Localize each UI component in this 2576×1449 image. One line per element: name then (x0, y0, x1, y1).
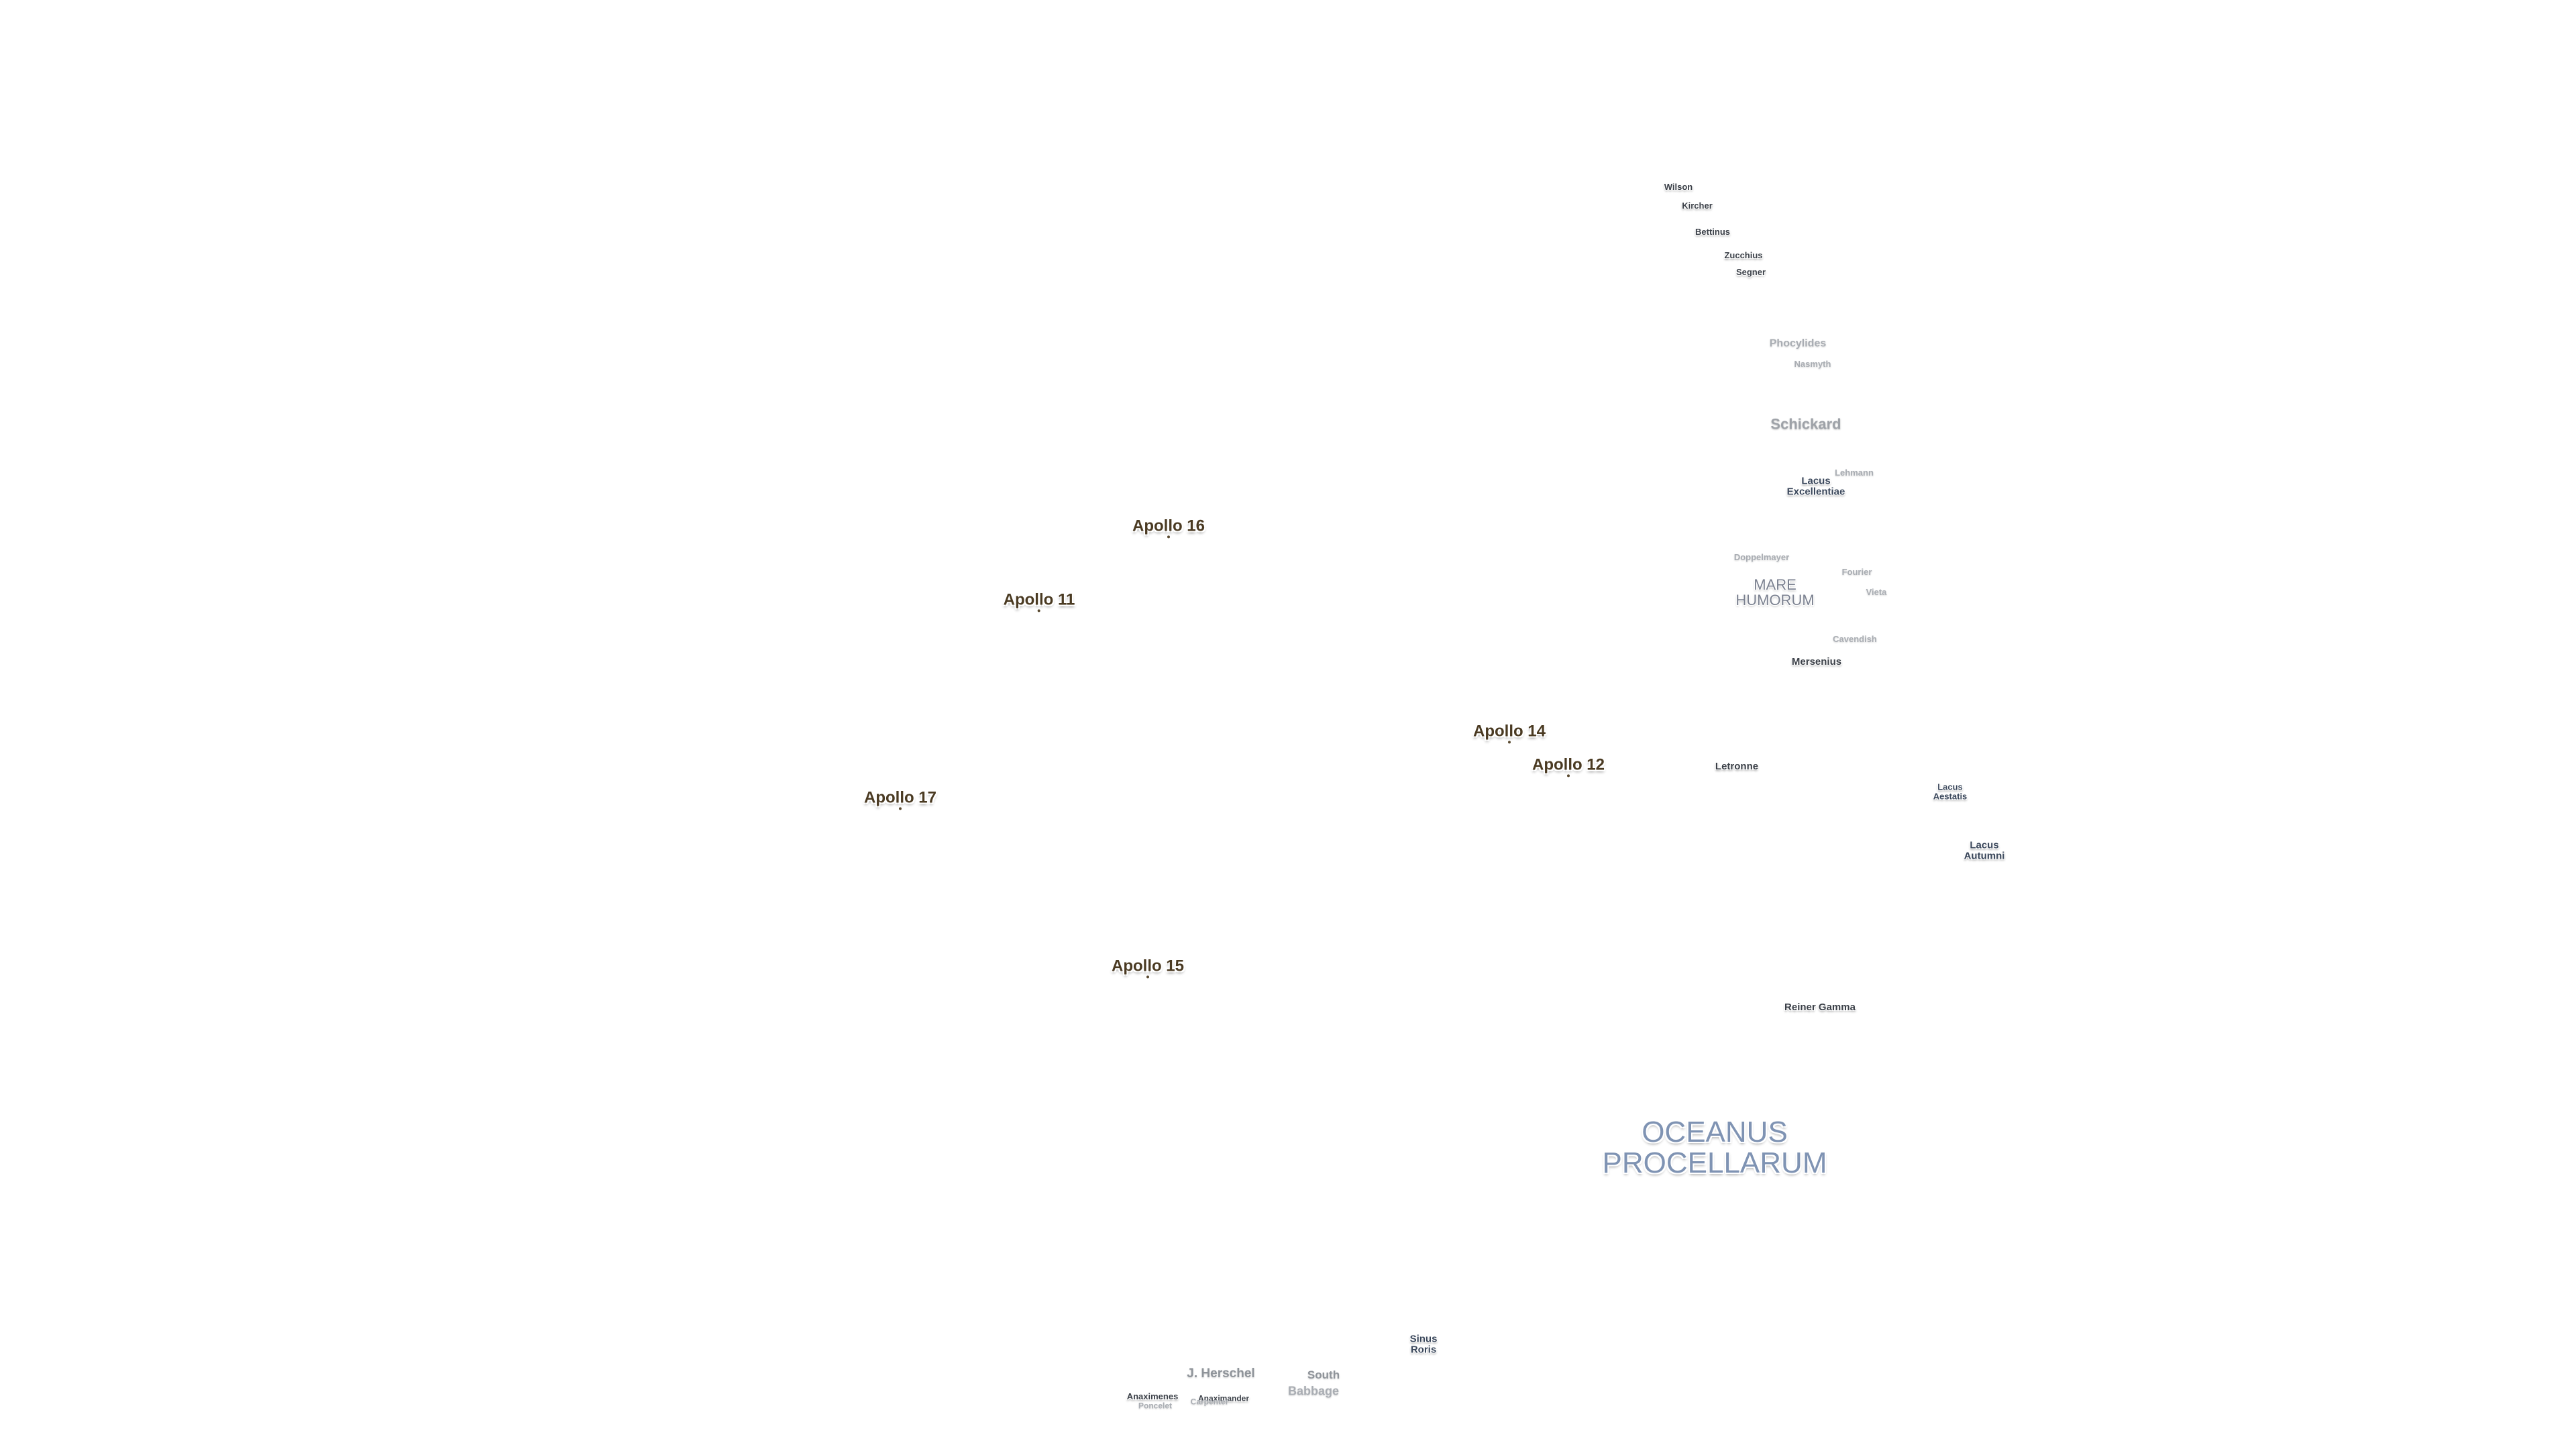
apollo-17-label[interactable]: Apollo 17 (864, 789, 936, 810)
crater-label-reiner-gamma[interactable]: Reiner Gamma (1784, 1002, 1856, 1014)
landing-site-marker-icon (1507, 741, 1511, 744)
crater-label-doppelmayer[interactable]: Doppelmayer (1733, 552, 1790, 563)
mare-label-humorum[interactable]: MARE HUMORUM (1735, 576, 1815, 608)
crater-label-zucchius[interactable]: Zucchius (1724, 250, 1763, 261)
crater-label-south[interactable]: South (1307, 1368, 1340, 1382)
oceanus-label-procellarum[interactable]: OCEANUS PROCELLARUM (1602, 1115, 1827, 1179)
lacus-label-excellentiae[interactable]: Lacus Excellentiae (1786, 475, 1845, 497)
crater-label-bettinus[interactable]: Bettinus (1695, 227, 1730, 237)
crater-label-kircher[interactable]: Kircher (1682, 201, 1713, 211)
crater-label-vieta[interactable]: Vieta (1866, 587, 1887, 598)
crater-label-fourier[interactable]: Fourier (1841, 567, 1872, 578)
crater-label-babbage[interactable]: Babbage (1287, 1384, 1340, 1398)
crater-label-lehmann[interactable]: Lehmann (1835, 468, 1874, 478)
apollo-12-label[interactable]: Apollo 12 (1532, 756, 1605, 777)
crater-label-anaximenes[interactable]: Anaximenes (1126, 1391, 1179, 1402)
crater-label-schickard[interactable]: Schickard (1770, 415, 1841, 433)
crater-label-segner[interactable]: Segner (1735, 267, 1766, 278)
lacus-label-autumni[interactable]: Lacus Autumni (1964, 839, 2005, 861)
crater-label-mersenius[interactable]: Mersenius (1791, 656, 1842, 668)
landing-site-marker-icon (898, 807, 902, 810)
apollo-11-label[interactable]: Apollo 11 (1004, 591, 1075, 612)
landing-site-marker-icon (1566, 774, 1570, 777)
crater-label-carpenter[interactable]: Carpenter (1190, 1397, 1229, 1407)
landing-site-marker-icon (1167, 535, 1170, 539)
crater-label-phocylides[interactable]: Phocylides (1769, 337, 1827, 350)
crater-label-poncelet[interactable]: Poncelet (1138, 1401, 1173, 1411)
crater-label-nasmyth[interactable]: Nasmyth (1794, 359, 1831, 370)
apollo-15-label[interactable]: Apollo 15 (1112, 957, 1184, 979)
crater-label-cavendish[interactable]: Cavendish (1833, 634, 1877, 645)
landing-site-marker-icon (1146, 975, 1149, 979)
crater-label-j-herschel[interactable]: J. Herschel (1187, 1366, 1255, 1381)
apollo-16-label[interactable]: Apollo 16 (1132, 517, 1205, 539)
crater-label-anaximander[interactable]: Anaximander (1197, 1393, 1250, 1403)
lacus-label-aestatis[interactable]: Lacus Aestatis (1933, 782, 1968, 801)
landing-site-marker-icon (1038, 609, 1040, 612)
sinus-label-roris[interactable]: Sinus Roris (1409, 1333, 1438, 1355)
crater-label-letronne[interactable]: Letronne (1715, 761, 1759, 773)
crater-label-wilson[interactable]: Wilson (1664, 182, 1693, 193)
apollo-14-label[interactable]: Apollo 14 (1473, 722, 1546, 744)
